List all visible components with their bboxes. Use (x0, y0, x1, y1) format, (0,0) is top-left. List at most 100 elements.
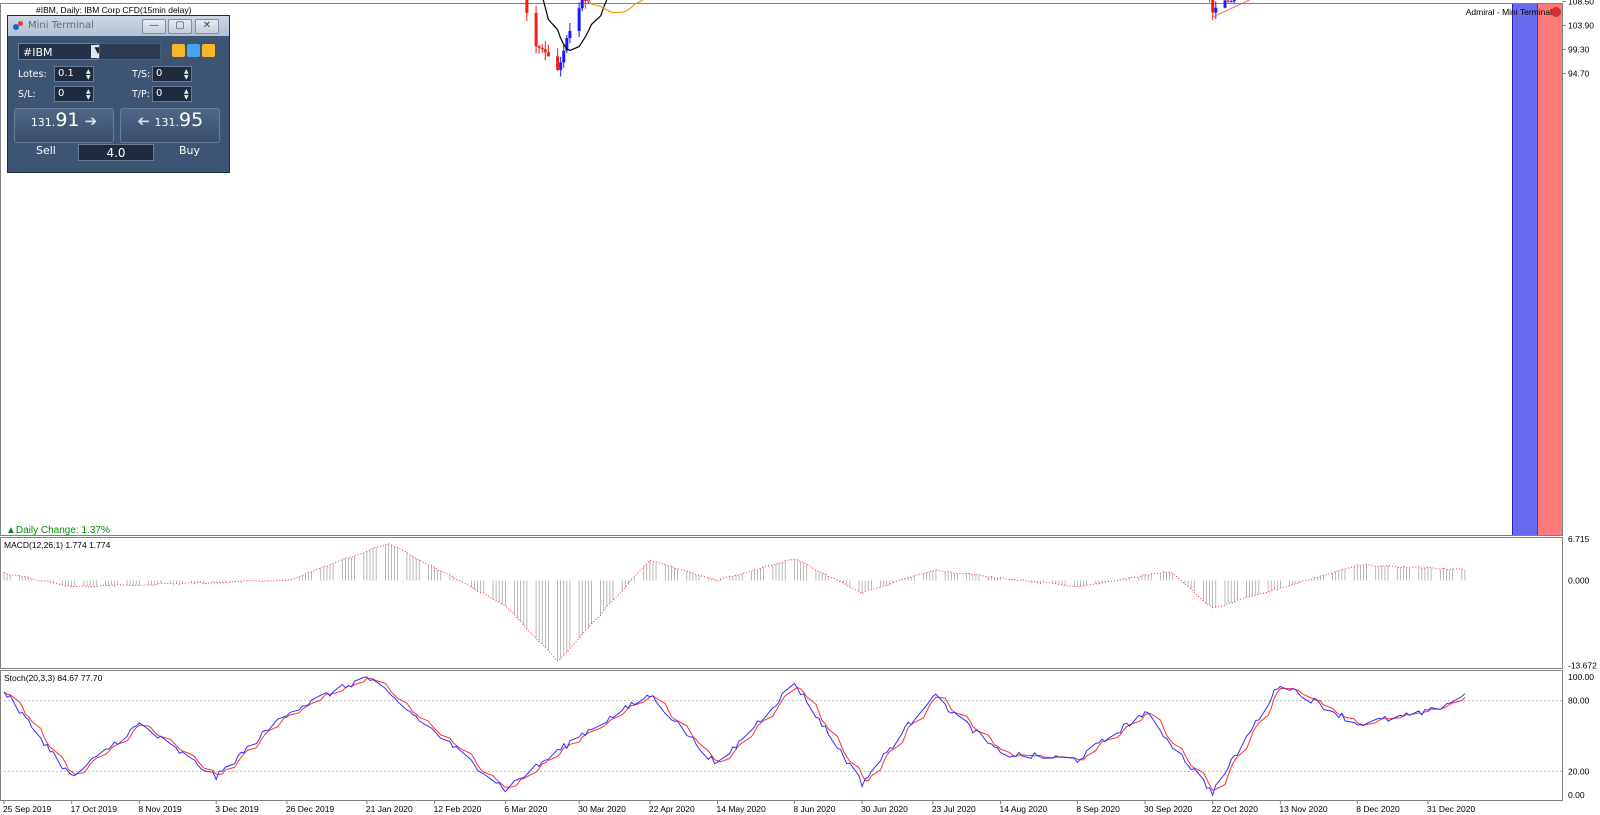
expand-icon[interactable] (202, 44, 215, 57)
candle-body (537, 46, 541, 48)
settings-icon[interactable] (187, 44, 200, 57)
top-right-label: Admiral - Mini Terminal (1466, 7, 1552, 17)
candle-body (1232, 0, 1236, 2)
mini-terminal[interactable]: Mini Terminal — ▢ ✕ #IBM ▼ Lotes: 0.1 ▲ ▼… (7, 15, 230, 173)
candle (537, 44, 541, 54)
y-tick-label: 108.50 (1568, 0, 1594, 6)
lots-value: 0.1 (58, 68, 74, 79)
candle (543, 40, 547, 61)
arrow-right-icon: ➔ (84, 112, 98, 130)
x-tick-label: 25 Sep 2019 (3, 804, 51, 814)
x-tick-label: 14 Aug 2020 (999, 804, 1047, 814)
stoch-main-line (3, 676, 1466, 797)
stoch-y-tick-label: 80.00 (1568, 696, 1590, 706)
candle-body (546, 52, 550, 57)
tp-value: 0 (156, 88, 163, 99)
candle-body (565, 38, 569, 51)
spin-arrows-icon[interactable]: ▲ ▼ (86, 68, 91, 81)
sell-price-prefix: 131. (30, 116, 56, 129)
minimize-button[interactable]: — (142, 19, 166, 34)
y-tick-label: 94.70 (1568, 68, 1590, 78)
candle (540, 43, 544, 54)
sl-label: S/L: (18, 89, 36, 100)
candle (1232, 0, 1236, 4)
x-tick-label: 8 Jun 2020 (793, 804, 835, 814)
volume-input[interactable]: 4.0 (78, 144, 154, 161)
main-pane-frame (0, 3, 1563, 536)
candle-body (577, 8, 581, 32)
x-tick-label: 23 Jul 2020 (932, 804, 976, 814)
x-tick-label: 12 Feb 2020 (434, 804, 482, 814)
red-band (1537, 4, 1562, 535)
stoch-label: Stoch(20,3,3) 84.67 77.70 (4, 673, 103, 683)
chart-header: #IBM, Daily: IBM Corp CFD(15min delay) (36, 5, 192, 15)
buy-price-prefix: 131. (154, 116, 179, 129)
stoch-pane-frame (0, 670, 1563, 801)
link-icon[interactable] (172, 44, 185, 57)
x-tick-label: 21 Jan 2020 (366, 804, 413, 814)
tp-label: T/P: (132, 89, 150, 100)
candle (559, 56, 563, 77)
sl-input[interactable]: 0 ▲ ▼ (54, 86, 94, 102)
macd-y-tick-label: -13.672 (1568, 660, 1597, 670)
buy-price-button[interactable]: ➔ 131.95 (120, 108, 220, 143)
ts-value: 0 (156, 68, 163, 79)
candle-body (1226, 0, 1230, 2)
restore-button[interactable]: ▢ (168, 19, 192, 34)
lots-input[interactable]: 0.1 ▲ ▼ (54, 66, 94, 82)
x-tick-label: 22 Apr 2020 (649, 804, 695, 814)
arrow-left-icon: ➔ (136, 112, 150, 130)
sell-label[interactable]: Sell (36, 144, 56, 157)
stoch-y-tick-label: 100.00 (1568, 672, 1594, 682)
sell-price-button[interactable]: 131.91 ➔ (14, 108, 114, 143)
macd-pane-frame (0, 537, 1563, 669)
candle-body (1214, 7, 1218, 13)
ts-input[interactable]: 0 ▲ ▼ (152, 66, 192, 82)
macd-y-tick-label: 0.000 (1568, 576, 1590, 586)
x-tick-label: 8 Dec 2020 (1356, 804, 1400, 814)
mini-terminal-titlebar[interactable]: Mini Terminal — ▢ ✕ (8, 16, 229, 36)
x-tick-label: 14 May 2020 (717, 804, 766, 814)
candle (562, 43, 566, 68)
candle (568, 22, 572, 44)
candle-body (1223, 0, 1227, 8)
x-tick-label: 22 Oct 2020 (1212, 804, 1259, 814)
candle-body (559, 62, 563, 70)
candle (525, 0, 529, 22)
candle-body (534, 13, 538, 47)
lots-label: Lotes: (18, 69, 47, 80)
candle-body (568, 31, 572, 39)
x-tick-label: 26 Dec 2019 (286, 804, 334, 814)
symbol-select[interactable]: #IBM ▼ (18, 43, 105, 60)
close-button[interactable]: ✕ (195, 19, 219, 34)
tp-input[interactable]: 0 ▲ ▼ (152, 86, 192, 102)
blue-band (1512, 4, 1537, 535)
close-chart-icon[interactable] (1551, 7, 1561, 17)
x-tick-label: 8 Sep 2020 (1076, 804, 1120, 814)
stoch-y-tick-label: 20.00 (1568, 766, 1590, 776)
candle-body (580, 0, 584, 9)
candle (583, 0, 587, 9)
spin-arrows-icon[interactable]: ▲ ▼ (184, 88, 189, 101)
candle-body (1211, 0, 1215, 13)
x-tick-label: 3 Dec 2019 (215, 804, 259, 814)
macd-y-tick-label: 6.715 (1568, 534, 1590, 544)
ts-label: T/S: (132, 69, 151, 80)
candle (1223, 0, 1227, 9)
x-tick-label: 30 Jun 2020 (861, 804, 908, 814)
buy-label[interactable]: Buy (179, 144, 201, 157)
candle-body (543, 49, 547, 53)
x-tick-label: 8 Nov 2019 (138, 804, 182, 814)
candle-body (562, 50, 566, 63)
y-tick-label: 99.30 (1568, 44, 1590, 54)
candle-body (540, 47, 544, 50)
candle (577, 2, 581, 38)
y-tick-label: 103.90 (1568, 20, 1594, 30)
admiral-logo-icon (13, 21, 23, 31)
candle-body (525, 0, 529, 14)
candle (546, 44, 550, 57)
x-tick-label: 17 Oct 2019 (71, 804, 118, 814)
spin-arrows-icon[interactable]: ▲ ▼ (86, 88, 91, 101)
spin-arrows-icon[interactable]: ▲ ▼ (184, 68, 189, 81)
